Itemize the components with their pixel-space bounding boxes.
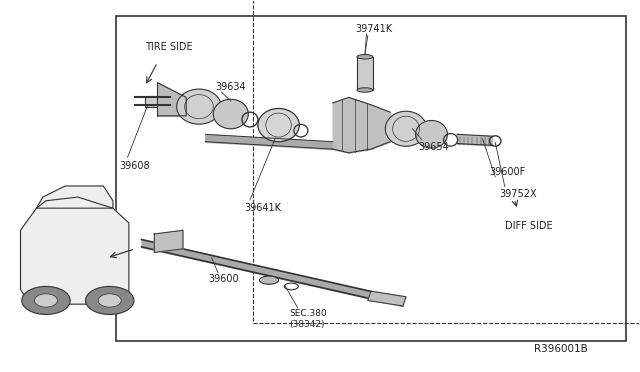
Ellipse shape [385, 111, 427, 146]
Ellipse shape [213, 99, 248, 129]
Ellipse shape [177, 89, 221, 124]
Ellipse shape [258, 109, 300, 142]
Text: 39600F: 39600F [489, 167, 525, 177]
Bar [253, 0, 640, 323]
Text: 39634: 39634 [215, 82, 246, 92]
FancyBboxPatch shape [357, 57, 373, 90]
Circle shape [22, 286, 70, 314]
Polygon shape [368, 291, 406, 306]
FancyBboxPatch shape [145, 96, 173, 107]
Text: 39641K: 39641K [245, 203, 282, 213]
Circle shape [99, 294, 121, 307]
Polygon shape [36, 186, 113, 208]
Text: 39752X: 39752X [500, 189, 538, 199]
Bar [116, 16, 626, 341]
Text: R396001B: R396001B [534, 344, 588, 354]
Text: 39654: 39654 [419, 142, 449, 153]
Text: 39608: 39608 [119, 161, 150, 171]
Polygon shape [154, 230, 183, 253]
Circle shape [35, 294, 58, 307]
Text: DIFF SIDE: DIFF SIDE [505, 221, 552, 231]
Polygon shape [20, 197, 129, 304]
Text: TIRE SIDE: TIRE SIDE [145, 42, 193, 52]
Text: SEC.380
(38342): SEC.380 (38342) [289, 310, 327, 330]
Text: 39741K: 39741K [355, 24, 392, 34]
Circle shape [86, 286, 134, 314]
Ellipse shape [415, 121, 447, 148]
Ellipse shape [259, 276, 278, 284]
Ellipse shape [357, 55, 373, 59]
Text: 39600: 39600 [209, 273, 239, 283]
Ellipse shape [357, 88, 373, 92]
